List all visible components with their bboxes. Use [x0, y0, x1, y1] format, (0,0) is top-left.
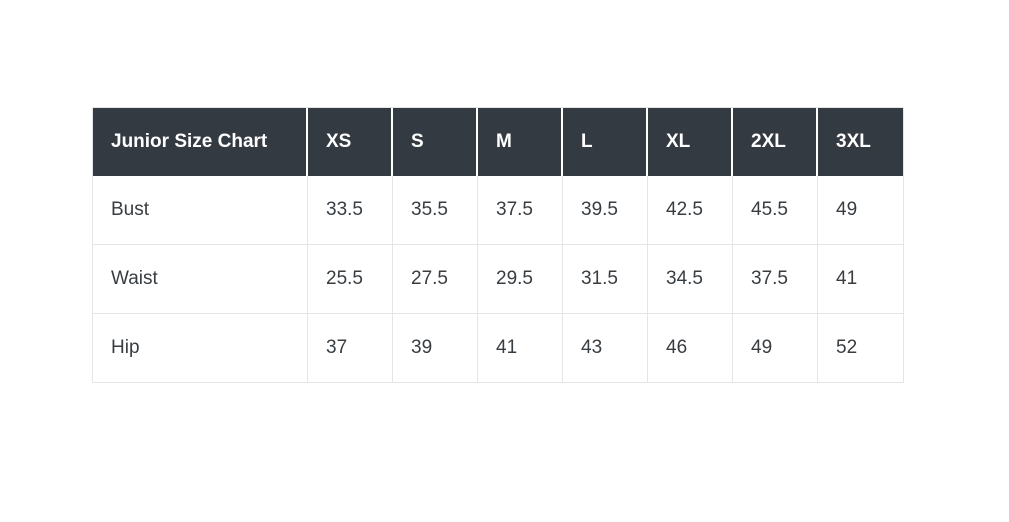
cell-value: 49 [733, 314, 818, 382]
cell-value: 42.5 [648, 176, 733, 245]
cell-value: 37.5 [478, 176, 563, 245]
table-row-waist: Waist 25.5 27.5 29.5 31.5 34.5 37.5 41 [93, 245, 903, 314]
cell-value: 37 [308, 314, 393, 382]
row-label: Bust [93, 176, 308, 245]
column-header-l: L [563, 108, 648, 176]
table-head: Junior Size Chart XS S M L XL 2XL 3XL [93, 108, 903, 176]
cell-value: 41 [818, 245, 903, 314]
cell-value: 39 [393, 314, 478, 382]
table-title-cell: Junior Size Chart [93, 108, 308, 176]
cell-value: 39.5 [563, 176, 648, 245]
table-row-hip: Hip 37 39 41 43 46 49 52 [93, 314, 903, 382]
table-header-row: Junior Size Chart XS S M L XL 2XL 3XL [93, 108, 903, 176]
cell-value: 33.5 [308, 176, 393, 245]
cell-value: 35.5 [393, 176, 478, 245]
cell-value: 41 [478, 314, 563, 382]
table-row-bust: Bust 33.5 35.5 37.5 39.5 42.5 45.5 49 [93, 176, 903, 245]
row-label: Hip [93, 314, 308, 382]
cell-value: 43 [563, 314, 648, 382]
cell-value: 25.5 [308, 245, 393, 314]
cell-value: 29.5 [478, 245, 563, 314]
cell-value: 37.5 [733, 245, 818, 314]
cell-value: 49 [818, 176, 903, 245]
cell-value: 34.5 [648, 245, 733, 314]
row-label: Waist [93, 245, 308, 314]
cell-value: 46 [648, 314, 733, 382]
cell-value: 31.5 [563, 245, 648, 314]
column-header-s: S [393, 108, 478, 176]
column-header-xs: XS [308, 108, 393, 176]
table-body: Bust 33.5 35.5 37.5 39.5 42.5 45.5 49 Waist 25.5 2… [93, 176, 903, 382]
cell-value: 45.5 [733, 176, 818, 245]
column-header-3xl: 3XL [818, 108, 903, 176]
cell-value: 52 [818, 314, 903, 382]
size-chart-container: Junior Size Chart XS S M L XL 2XL 3XL Bust 33.5 3… [92, 107, 904, 383]
column-header-xl: XL [648, 108, 733, 176]
cell-value: 27.5 [393, 245, 478, 314]
column-header-m: M [478, 108, 563, 176]
column-header-2xl: 2XL [733, 108, 818, 176]
junior-size-chart-table: Junior Size Chart XS S M L XL 2XL 3XL Bust 33.5 3… [92, 107, 904, 383]
